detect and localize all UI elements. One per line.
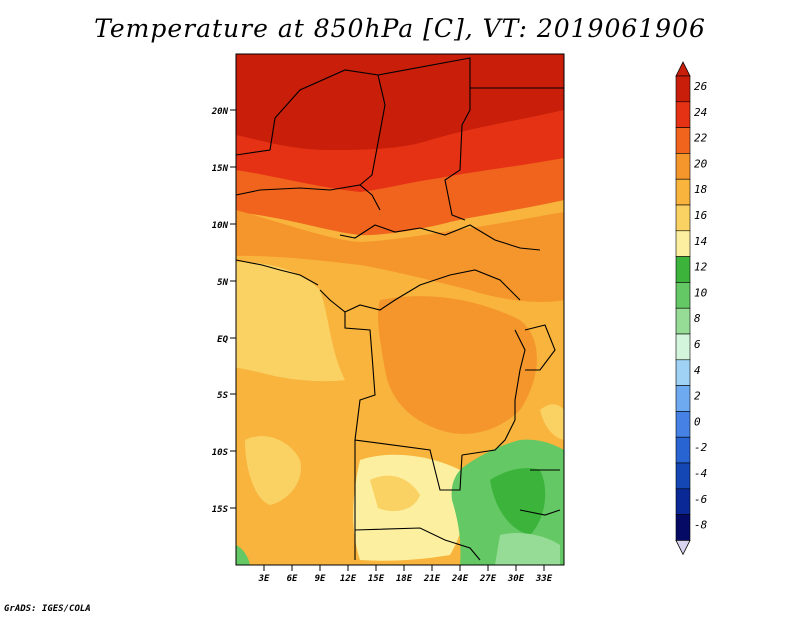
colorbar-swatch [675,514,691,541]
colorbar-label: 0 [694,415,701,428]
lon-tick-label: 21E [423,574,441,584]
colorbar-swatch [675,436,691,464]
colorbar-under-arrow [675,540,691,556]
map-frame [235,53,565,566]
lon-tick-label: 6E [287,574,298,584]
lat-tick-label: 5S [217,391,228,401]
colorbar-label: 4 [694,364,701,377]
map-title: Temperature at 850hPa [C], VT: 201906190… [94,14,706,43]
colorbar-label: 14 [694,235,707,248]
latitude-axis: 20N 15N 10N 5N EQ 5S 10S 15S [211,107,236,515]
colorbar-label: 6 [694,338,701,351]
lon-tick-label: 18E [396,574,413,584]
colorbar-swatch [675,178,691,206]
colorbar-swatch [675,462,691,490]
lat-tick-label: 20N [211,107,229,117]
colorbar-label: 8 [694,312,701,325]
colorbar-swatch [675,153,691,180]
lat-tick-label: EQ [217,335,228,345]
colorbar-label: 26 [694,80,708,93]
colorbar-swatch [675,307,691,335]
colorbar-label: -6 [694,493,708,506]
lon-tick-label: 9E [315,574,326,584]
colorbar-label: -4 [694,467,707,480]
colorbar-swatch [675,411,691,438]
colorbar-label: -2 [694,441,708,454]
colorbar-label: 24 [694,106,707,119]
colorbar-label: 12 [694,261,708,274]
colorbar-label: 20 [694,157,708,170]
colorbar-label: -8 [694,519,708,532]
colorbar-swatch [675,385,691,412]
colorbar-swatch [675,127,691,154]
colorbar-swatch [675,488,691,515]
colorbar-label: 2 [694,390,701,403]
colorbar-swatch [675,282,691,309]
colorbar-swatch [675,256,691,283]
lon-tick-label: 30E [507,574,525,584]
colorbar-swatch [675,75,691,103]
colorbar-label: 18 [694,183,708,196]
lon-tick-label: 27E [479,574,497,584]
colorbar-label: 16 [694,209,708,222]
colorbar-label: 22 [694,132,708,145]
lon-tick-label: 3E [258,574,270,584]
lon-tick-label: 24E [451,574,469,584]
colorbar-swatch [675,359,691,386]
country-borders [236,57,564,561]
colorbar-swatch [675,230,691,257]
lat-tick-label: 15S [212,505,229,515]
lat-tick-label: 10N [212,221,229,231]
lon-tick-label: 12E [340,574,357,584]
lon-tick-label: 33E [535,574,553,584]
colorbar-label: 10 [694,286,708,299]
colorbar-swatch [675,204,691,232]
colorbar-over-arrow [675,61,691,77]
lat-tick-label: 10S [212,448,229,458]
temperature-field [236,54,564,565]
colorbar-swatch [675,333,691,361]
lon-tick-label: 15E [368,574,385,584]
lat-tick-label: 5N [217,278,228,288]
longitude-axis: 3E 6E 9E 12E 15E 18E 21E 24E 27E 30E 33E [258,565,553,584]
credit-text: GrADS: IGES/COLA [4,604,91,614]
lat-tick-label: 15N [212,164,229,174]
colorbar-swatch [675,101,691,128]
